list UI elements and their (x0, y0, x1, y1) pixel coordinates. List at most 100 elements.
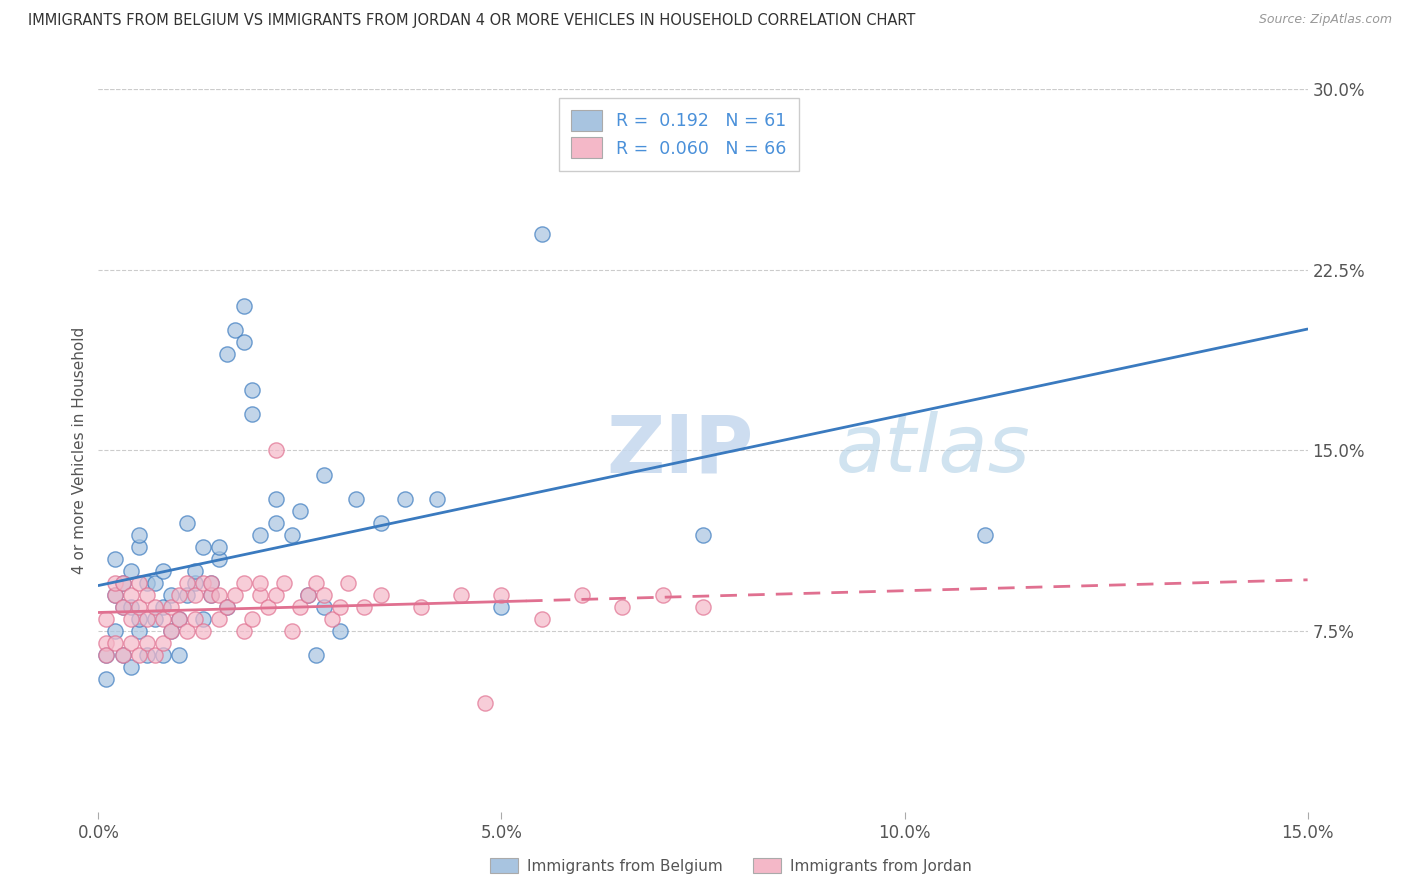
Point (530, 227, 553, 241)
Point (264, 491, 287, 506)
Point (160, 599, 183, 614)
Point (111, 599, 134, 614)
Point (321, 612, 343, 626)
Point (184, 564, 207, 578)
Point (240, 407, 263, 421)
Point (135, 576, 157, 591)
Point (426, 491, 449, 506)
Point (143, 612, 166, 626)
Point (160, 624, 183, 639)
Point (176, 516, 198, 530)
Point (249, 527, 271, 541)
Point (103, 588, 125, 602)
Point (103, 624, 125, 639)
Point (273, 576, 295, 591)
Point (530, 612, 553, 626)
Point (208, 612, 231, 626)
Point (329, 599, 352, 614)
Point (193, 624, 215, 639)
Point (120, 660, 142, 674)
Point (193, 576, 215, 591)
Point (176, 624, 198, 639)
Legend: R =  0.192   N = 61, R =  0.060   N = 66: R = 0.192 N = 61, R = 0.060 N = 66 (560, 98, 799, 170)
Point (167, 648, 190, 662)
Point (120, 599, 142, 614)
Point (217, 599, 239, 614)
Point (450, 588, 472, 602)
Point (152, 612, 174, 626)
Point (288, 503, 311, 517)
Point (128, 540, 150, 554)
Point (176, 588, 198, 602)
Point (217, 347, 239, 361)
Point (208, 551, 231, 566)
Point (409, 599, 432, 614)
Point (103, 551, 125, 566)
Point (111, 648, 134, 662)
Point (143, 599, 166, 614)
Point (370, 588, 392, 602)
Point (184, 612, 207, 626)
Point (224, 588, 246, 602)
Point (314, 467, 336, 482)
Point (135, 648, 157, 662)
Point (344, 491, 367, 506)
Point (353, 599, 375, 614)
Point (135, 612, 157, 626)
Point (200, 576, 222, 591)
Point (240, 612, 263, 626)
Point (111, 599, 134, 614)
Point (200, 576, 222, 591)
Point (128, 576, 150, 591)
Point (305, 576, 328, 591)
Point (571, 588, 593, 602)
Point (184, 588, 207, 602)
Point (224, 323, 246, 337)
Point (111, 576, 134, 591)
Point (200, 588, 222, 602)
Point (491, 588, 513, 602)
Point (314, 588, 336, 602)
Point (184, 576, 207, 591)
Point (128, 648, 150, 662)
Point (167, 612, 190, 626)
Point (281, 527, 304, 541)
Point (96, 648, 118, 662)
Point (297, 588, 319, 602)
Point (208, 540, 231, 554)
Point (152, 636, 174, 650)
Point (491, 599, 513, 614)
Text: Source: ZipAtlas.com: Source: ZipAtlas.com (1258, 13, 1392, 27)
Point (974, 527, 997, 541)
Point (128, 599, 150, 614)
Point (120, 636, 142, 650)
Point (232, 334, 254, 349)
Point (176, 576, 198, 591)
Point (143, 648, 166, 662)
Point (96, 648, 118, 662)
Point (297, 588, 319, 602)
Point (314, 599, 336, 614)
Point (193, 612, 215, 626)
Point (96, 673, 118, 687)
Point (120, 612, 142, 626)
Point (135, 588, 157, 602)
Point (103, 576, 125, 591)
Point (128, 624, 150, 639)
Point (167, 588, 190, 602)
Point (264, 516, 287, 530)
Point (232, 299, 254, 313)
Point (692, 527, 714, 541)
Point (128, 612, 150, 626)
Point (143, 576, 166, 591)
Point (240, 384, 263, 398)
Point (281, 624, 304, 639)
Point (651, 588, 673, 602)
Point (96, 612, 118, 626)
Point (305, 648, 328, 662)
Point (120, 564, 142, 578)
Point (264, 443, 287, 458)
Point (152, 564, 174, 578)
Point (474, 696, 496, 710)
Point (337, 576, 360, 591)
